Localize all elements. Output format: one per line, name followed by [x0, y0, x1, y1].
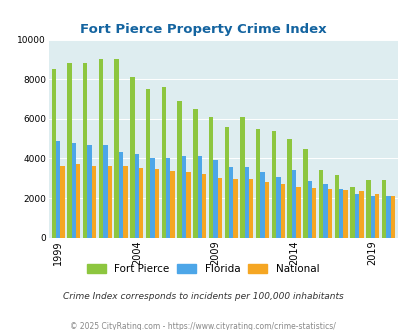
Bar	[76, 164, 80, 238]
Legend: Fort Pierce, Florida, National: Fort Pierce, Florida, National	[83, 261, 322, 277]
Bar	[303, 148, 307, 238]
Bar	[291, 170, 296, 238]
Bar	[240, 117, 244, 238]
Bar	[385, 196, 390, 238]
Bar	[130, 77, 134, 238]
Bar	[280, 184, 284, 238]
Bar	[322, 184, 327, 238]
Bar	[334, 175, 338, 238]
Bar	[161, 87, 166, 238]
Bar	[123, 166, 127, 238]
Bar	[213, 160, 217, 238]
Bar	[224, 127, 228, 238]
Bar	[139, 168, 143, 238]
Bar	[186, 172, 190, 238]
Bar	[67, 63, 72, 238]
Bar	[256, 129, 260, 238]
Bar	[72, 143, 76, 238]
Bar	[201, 174, 206, 238]
Bar	[249, 179, 253, 238]
Bar	[365, 180, 370, 238]
Bar	[233, 179, 237, 238]
Bar	[271, 131, 275, 238]
Bar	[92, 166, 96, 238]
Bar	[338, 189, 343, 238]
Bar	[170, 171, 175, 238]
Bar	[343, 190, 347, 238]
Text: Crime Index corresponds to incidents per 100,000 inhabitants: Crime Index corresponds to incidents per…	[62, 292, 343, 301]
Bar	[374, 194, 378, 238]
Bar	[103, 145, 107, 238]
Bar	[107, 166, 112, 238]
Bar	[83, 63, 87, 238]
Bar	[197, 156, 201, 238]
Bar	[193, 109, 197, 238]
Bar	[307, 181, 311, 238]
Bar	[311, 188, 315, 238]
Bar	[354, 194, 358, 238]
Text: © 2025 CityRating.com - https://www.cityrating.com/crime-statistics/: © 2025 CityRating.com - https://www.city…	[70, 322, 335, 330]
Bar	[228, 167, 233, 238]
Bar	[244, 167, 249, 238]
Bar	[390, 196, 394, 238]
Bar	[166, 158, 170, 238]
Text: Fort Pierce Property Crime Index: Fort Pierce Property Crime Index	[79, 23, 326, 36]
Bar	[51, 69, 56, 238]
Bar	[287, 139, 291, 238]
Bar	[318, 170, 322, 238]
Bar	[264, 182, 269, 238]
Bar	[217, 178, 222, 238]
Bar	[114, 59, 119, 238]
Bar	[150, 158, 154, 238]
Bar	[208, 117, 213, 238]
Bar	[98, 59, 103, 238]
Bar	[327, 189, 331, 238]
Bar	[381, 180, 385, 238]
Bar	[56, 141, 60, 238]
Bar	[181, 156, 186, 238]
Bar	[87, 145, 92, 238]
Bar	[145, 89, 150, 238]
Bar	[350, 187, 354, 238]
Bar	[119, 152, 123, 238]
Bar	[177, 101, 181, 238]
Bar	[358, 191, 363, 238]
Bar	[296, 187, 300, 238]
Bar	[134, 154, 139, 238]
Bar	[260, 172, 264, 238]
Bar	[370, 196, 374, 238]
Bar	[275, 177, 280, 238]
Bar	[154, 169, 159, 238]
Bar	[60, 166, 65, 238]
